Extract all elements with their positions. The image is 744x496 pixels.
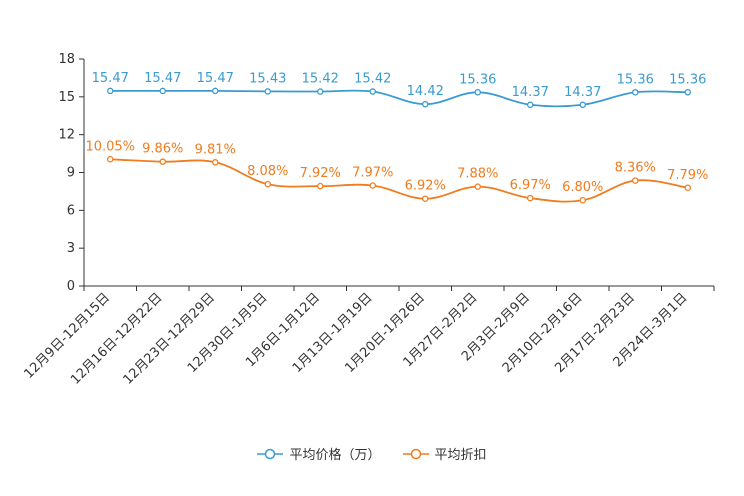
series-price-data-label: 15.43: [249, 71, 286, 86]
y-tick-label: 9: [67, 166, 75, 181]
legend-discount-label: 平均折扣: [434, 448, 487, 463]
series-price-data-label: 15.47: [92, 71, 129, 86]
series-price-data-label: 15.36: [459, 72, 496, 87]
series-discount-point: [369, 182, 376, 189]
series-discount-data-label: 8.08%: [247, 164, 288, 179]
x-tick-label: 12月16日-12月22日: [68, 290, 165, 387]
y-tick-label: 3: [67, 241, 75, 256]
legend-price-marker-icon: [257, 448, 284, 459]
series-discount-data-label: 9.81%: [195, 142, 236, 157]
y-axis-ticks: 0 3 6 9 12 15 18: [58, 52, 85, 294]
series-price-point: [579, 101, 587, 109]
series-discount-data-label: 6.80%: [562, 180, 603, 195]
series-price-point: [632, 89, 639, 96]
series-price-data-label: 15.47: [144, 71, 181, 86]
series-discount-point: [684, 184, 692, 192]
series-discount-data-label: 7.97%: [352, 165, 393, 180]
series-price-data-label: 15.42: [354, 72, 391, 87]
series-discount-data-label: 7.92%: [300, 166, 341, 181]
series-price-point: [264, 88, 271, 95]
series-price-point: [421, 100, 429, 108]
series-price-line: [110, 89, 688, 108]
series-discount-data-label: 6.92%: [405, 179, 446, 194]
series-price-point: [107, 87, 114, 95]
series-price-point: [474, 89, 481, 96]
series-price-data-label: 14.37: [564, 85, 601, 100]
series-discount-point: [211, 159, 219, 166]
series-discount-data-label: 7.88%: [457, 167, 498, 182]
series-price-point: [316, 88, 324, 95]
legend-item-price[interactable]: 平均价格（万）: [257, 444, 381, 463]
series-discount-point: [316, 182, 324, 190]
y-tick-label: 15: [58, 90, 75, 105]
series-price-point: [159, 87, 166, 95]
series-discount-data-label: 7.79%: [667, 168, 708, 183]
y-tick-label: 18: [58, 52, 75, 67]
y-tick-label: 6: [67, 203, 75, 218]
series-price-data-label: 15.36: [617, 72, 654, 87]
legend-price-label: 平均价格（万）: [289, 448, 381, 463]
series-price-data-label: 14.42: [407, 84, 444, 99]
series-discount-point: [159, 158, 166, 165]
series-discount-data-label: 6.97%: [510, 178, 551, 193]
series-price-point: [684, 89, 692, 96]
legend-discount-marker-icon: [402, 448, 429, 459]
series-price-point: [369, 88, 376, 95]
series-discount-point: [527, 194, 534, 202]
y-tick-label: 0: [67, 279, 75, 294]
series-discount-point: [474, 183, 481, 190]
series-discount-data-label: 10.05%: [85, 139, 135, 154]
x-tick-label: 12月23日-12月29日: [121, 290, 218, 387]
series-price-data-label: 14.37: [512, 85, 549, 100]
series-price-data-label: 15.36: [669, 72, 706, 87]
series-discount-line: [110, 158, 688, 203]
x-axis: 12月9日-12月15日12月16日-12月22日12月23日-12月29日12…: [21, 285, 715, 388]
series-discount-point: [421, 195, 429, 202]
x-tick-label: 12月9日-12月15日: [21, 290, 113, 382]
series-price-point: [211, 87, 219, 95]
series-discount-data-label: 9.86%: [142, 142, 183, 157]
series-price-data-label: 15.47: [197, 71, 234, 86]
series-discount-point: [264, 180, 271, 188]
series-price-data-label: 15.42: [302, 72, 339, 87]
series-price-point: [527, 101, 534, 109]
legend-item-discount[interactable]: 平均折扣: [402, 444, 487, 463]
series-discount-data-label: 8.36%: [615, 161, 656, 176]
y-tick-label: 12: [58, 128, 75, 143]
series-discount-point: [579, 196, 587, 204]
legend: 平均价格（万） 平均折扣: [0, 444, 744, 463]
series-layer: 15.47 15.47 15.47 15.43 15.42 15.42 14.42 15.36…: [85, 71, 708, 204]
series-discount-point: [632, 177, 639, 184]
series-discount-point: [107, 156, 114, 163]
